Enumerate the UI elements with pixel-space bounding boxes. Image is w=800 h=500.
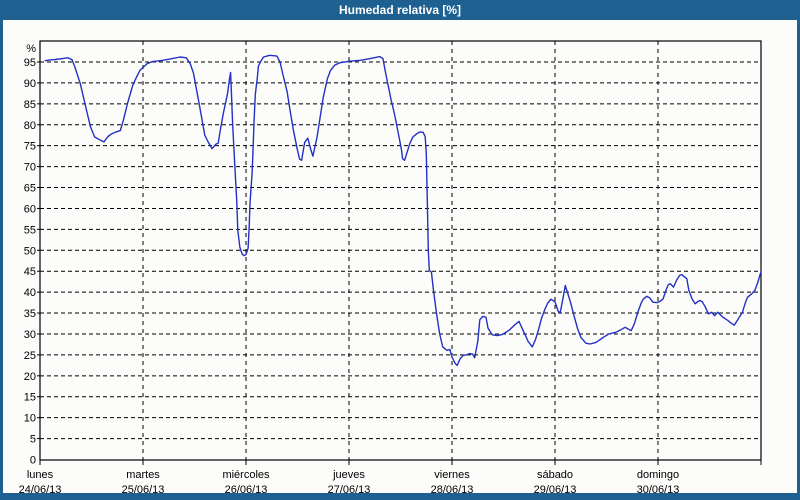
y-tick-label: 60 (24, 203, 36, 215)
y-tick-label: 0 (30, 455, 36, 467)
x-day-date-label: 30/06/13 (637, 484, 680, 496)
x-day-name-label: domingo (637, 469, 679, 481)
y-tick-label: 45 (24, 266, 36, 278)
x-day-name-label: martes (126, 469, 160, 481)
y-tick-label: 75 (24, 141, 36, 153)
y-tick-label: 20 (24, 371, 36, 383)
x-day-date-label: 24/06/13 (19, 484, 62, 496)
y-tick-label: 10 (24, 413, 36, 425)
x-day-name-label: jueves (332, 469, 365, 481)
y-tick-label: 70 (24, 162, 36, 174)
humidity-series-line (44, 54, 762, 367)
y-tick-label: 35 (24, 308, 36, 320)
y-tick-label: 85 (24, 99, 36, 111)
x-day-date-label: 26/06/13 (225, 484, 268, 496)
y-tick-label: 5 (30, 434, 36, 446)
y-axis-unit-label: % (26, 43, 36, 55)
x-day-name-label: sábado (537, 469, 573, 481)
y-tick-label: 40 (24, 287, 36, 299)
y-tick-label: 90 (24, 78, 36, 90)
y-tick-label: 50 (24, 245, 36, 257)
x-day-name-label: viernes (434, 469, 470, 481)
y-tick-label: 15 (24, 392, 36, 404)
x-day-name-label: lunes (27, 469, 54, 481)
y-tick-label: 55 (24, 224, 36, 236)
y-tick-label: 65 (24, 183, 36, 195)
x-day-date-label: 25/06/13 (122, 484, 165, 496)
x-day-name-label: miércoles (222, 469, 270, 481)
window-titlebar: Humedad relativa [%] (0, 0, 800, 20)
x-day-date-label: 28/06/13 (431, 484, 474, 496)
y-tick-label: 25 (24, 350, 36, 362)
y-tick-label: 30 (24, 329, 36, 341)
x-day-date-label: 27/06/13 (328, 484, 371, 496)
y-tick-label: 80 (24, 120, 36, 132)
x-day-date-label: 29/06/13 (534, 484, 577, 496)
y-tick-label: 95 (24, 57, 36, 69)
window-title: Humedad relativa [%] (338, 3, 462, 17)
